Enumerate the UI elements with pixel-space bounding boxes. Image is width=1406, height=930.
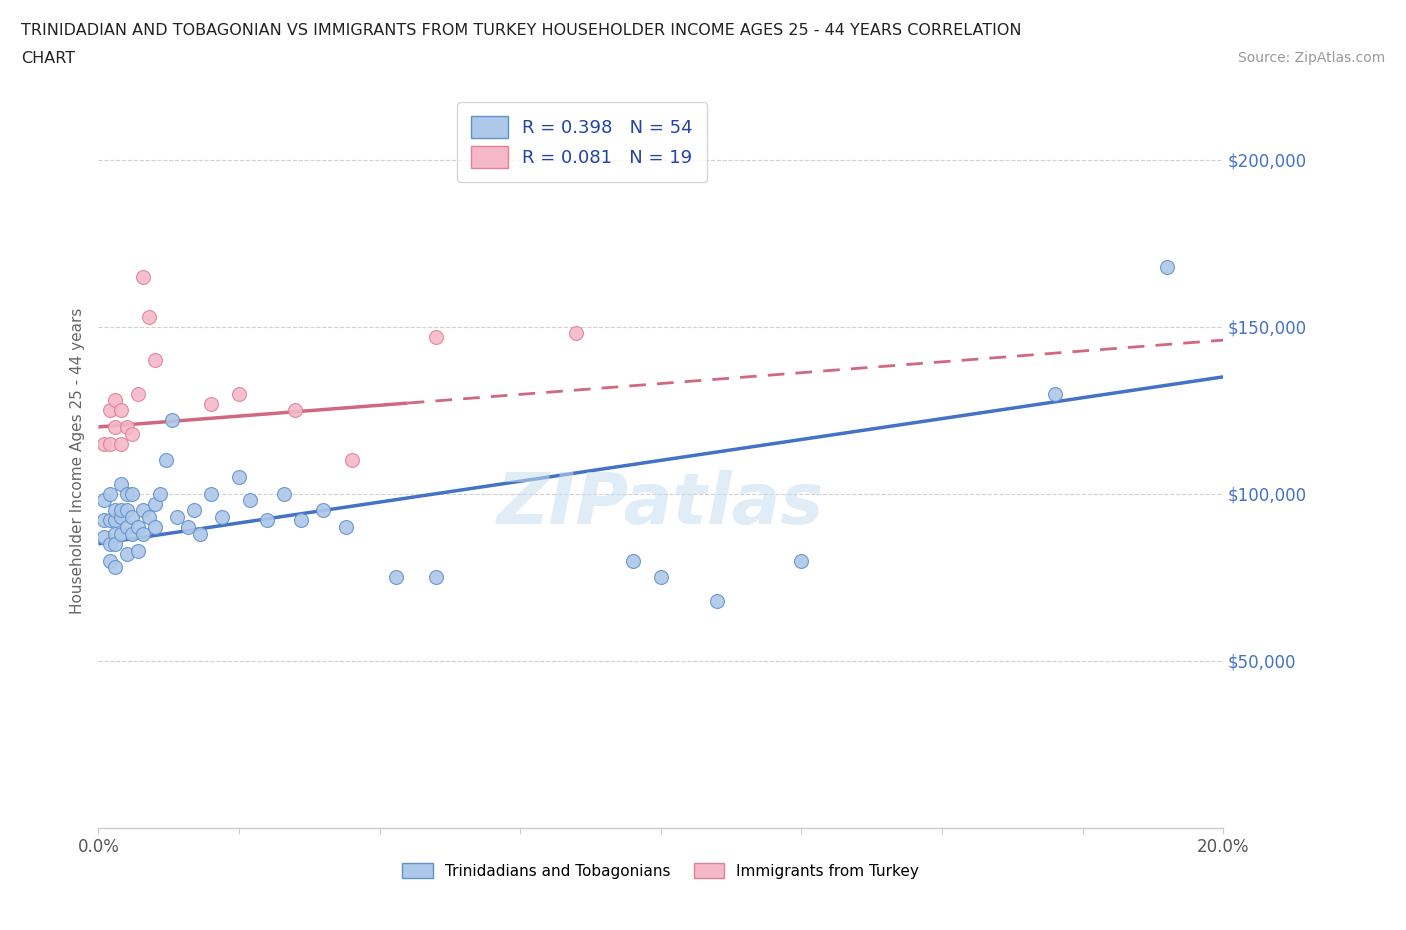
- Point: [790, 553, 813, 568]
- Point: [143, 520, 166, 535]
- Point: [93, 436, 115, 451]
- Point: [110, 476, 132, 491]
- Point: [98, 537, 121, 551]
- Point: [425, 570, 447, 585]
- Point: [121, 486, 143, 501]
- Point: [188, 526, 211, 541]
- Point: [110, 436, 132, 451]
- Point: [290, 513, 312, 528]
- Point: [98, 436, 121, 451]
- Point: [621, 553, 644, 568]
- Point: [706, 593, 728, 608]
- Point: [121, 426, 143, 441]
- Point: [650, 570, 672, 585]
- Point: [284, 403, 307, 418]
- Point: [98, 403, 121, 418]
- Text: ZIPatlas: ZIPatlas: [498, 470, 824, 538]
- Point: [110, 503, 132, 518]
- Point: [228, 470, 250, 485]
- Point: [104, 537, 127, 551]
- Point: [132, 270, 155, 285]
- Point: [177, 520, 200, 535]
- Point: [127, 520, 149, 535]
- Point: [183, 503, 205, 518]
- Point: [273, 486, 295, 501]
- Point: [335, 520, 357, 535]
- Point: [312, 503, 335, 518]
- Point: [115, 503, 138, 518]
- Point: [149, 486, 172, 501]
- Legend: Trinidadians and Tobagonians, Immigrants from Turkey: Trinidadians and Tobagonians, Immigrants…: [395, 855, 927, 886]
- Point: [98, 513, 121, 528]
- Point: [127, 386, 149, 401]
- Point: [110, 526, 132, 541]
- Point: [104, 503, 127, 518]
- Point: [93, 493, 115, 508]
- Point: [143, 352, 166, 367]
- Point: [115, 419, 138, 434]
- Point: [1043, 386, 1066, 401]
- Point: [115, 486, 138, 501]
- Point: [385, 570, 408, 585]
- Point: [121, 510, 143, 525]
- Text: Source: ZipAtlas.com: Source: ZipAtlas.com: [1237, 51, 1385, 65]
- Point: [211, 510, 233, 525]
- Point: [425, 329, 447, 344]
- Point: [143, 497, 166, 512]
- Point: [132, 526, 155, 541]
- Point: [155, 453, 177, 468]
- Point: [110, 510, 132, 525]
- Text: TRINIDADIAN AND TOBAGONIAN VS IMMIGRANTS FROM TURKEY HOUSEHOLDER INCOME AGES 25 : TRINIDADIAN AND TOBAGONIAN VS IMMIGRANTS…: [21, 23, 1022, 38]
- Point: [98, 553, 121, 568]
- Point: [239, 493, 262, 508]
- Point: [115, 547, 138, 562]
- Point: [228, 386, 250, 401]
- Point: [340, 453, 363, 468]
- Point: [104, 392, 127, 407]
- Point: [565, 326, 588, 341]
- Point: [138, 510, 160, 525]
- Point: [93, 513, 115, 528]
- Point: [200, 396, 222, 411]
- Point: [127, 543, 149, 558]
- Point: [121, 526, 143, 541]
- Point: [104, 513, 127, 528]
- Point: [110, 403, 132, 418]
- Point: [138, 310, 160, 325]
- Point: [256, 513, 278, 528]
- Point: [1156, 259, 1178, 274]
- Point: [104, 560, 127, 575]
- Point: [132, 503, 155, 518]
- Point: [104, 419, 127, 434]
- Text: CHART: CHART: [21, 51, 75, 66]
- Point: [160, 413, 183, 428]
- Point: [93, 530, 115, 545]
- Point: [200, 486, 222, 501]
- Point: [104, 526, 127, 541]
- Point: [115, 520, 138, 535]
- Point: [98, 486, 121, 501]
- Y-axis label: Householder Income Ages 25 - 44 years: Householder Income Ages 25 - 44 years: [69, 307, 84, 614]
- Point: [166, 510, 188, 525]
